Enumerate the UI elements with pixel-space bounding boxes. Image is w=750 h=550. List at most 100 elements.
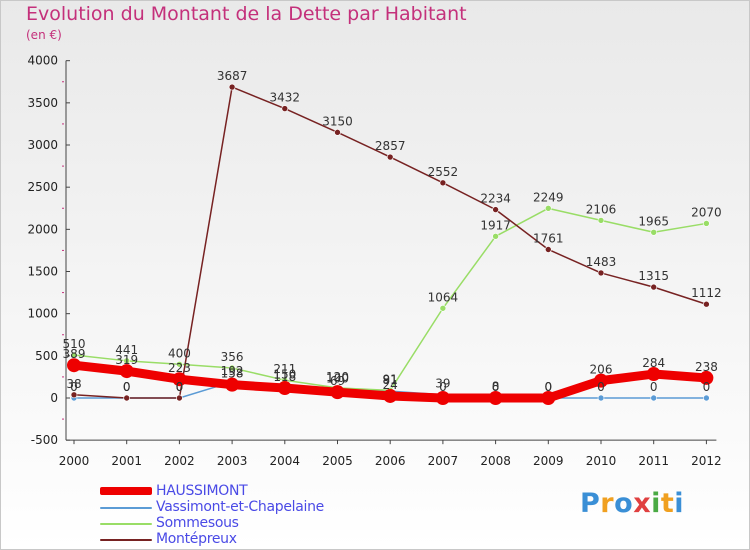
data-point-montepreux [70,391,78,399]
data-label-haussimont: 118 [273,370,296,384]
data-point-sommesous [70,351,78,359]
data-label-montepreux: 2552 [428,165,459,179]
data-point-haussimont [488,391,503,405]
data-label-montepreux: 38 [66,377,81,391]
data-point-vassimont [650,394,658,402]
chart-title: Evolution du Montant de la Dette par Hab… [26,3,467,25]
data-point-montepreux [492,206,499,213]
y-tick-label: 500 [35,349,58,363]
y-tick-label: 1500 [27,265,58,279]
x-tick-label: 2002 [164,454,195,468]
legend-label-haussimont: HAUSSIMONT [156,483,248,499]
data-label-montepreux: 0 [176,380,184,394]
logo-letter: x [633,488,652,519]
data-point-montepreux [703,300,710,308]
data-label-montepreux: 2857 [375,139,406,153]
data-label-montepreux: 1483 [586,255,617,269]
legend-swatch-sommesous [100,523,152,525]
data-point-haussimont [541,391,556,405]
data-point-montepreux [597,269,605,277]
data-label-montepreux: 3687 [217,69,248,83]
data-label-vassimont: 0 [597,380,605,394]
y-tick-label: 2000 [27,222,58,236]
data-point-haussimont [699,370,714,385]
data-point-montepreux [650,283,658,291]
data-label-haussimont: 0 [439,380,447,394]
x-tick-label: 2008 [480,454,511,468]
data-point-haussimont [330,385,345,400]
data-label-montepreux: 1112 [691,286,722,300]
x-tick-label: 2011 [638,454,669,468]
data-label-sommesous: 1965 [638,214,669,228]
logo-letter: P [580,488,601,519]
data-label-montepreux: 1761 [533,231,564,245]
data-label-vassimont: 0 [123,380,131,394]
legend-swatch-haussimont [100,487,152,495]
data-point-haussimont [383,388,398,403]
data-label-sommesous: 120 [326,370,349,384]
data-point-haussimont [594,373,608,388]
data-label-vassimont: 150 [273,367,296,381]
data-point-sommesous [123,357,130,365]
data-point-haussimont [277,381,292,396]
data-point-sommesous [176,360,183,368]
data-label-sommesous: 1917 [480,218,511,232]
y-tick-label: -500 [31,433,58,447]
legend-item-sommesous: Sommesous [100,515,340,532]
y-tick-label: 0 [50,391,58,405]
x-tick-label: 2012 [691,454,722,468]
data-point-sommesous [703,220,710,227]
data-label-vassimont: 0 [544,380,552,394]
x-tick-label: 2007 [428,454,459,468]
data-point-montepreux [123,394,130,402]
data-label-vassimont: 8 [492,379,500,393]
y-tick-label: 1000 [27,307,58,321]
x-tick-label: 2003 [217,454,248,468]
data-point-montepreux [281,105,289,112]
data-point-sommesous [228,364,236,372]
data-point-haussimont [435,391,450,405]
data-label-sommesous: 211 [273,362,296,376]
x-tick-label: 2000 [59,454,90,468]
data-point-montepreux [334,129,341,136]
data-label-haussimont: 24 [383,378,398,392]
data-point-sommesous [439,304,447,312]
legend-item-vassimont: Vassimont-et-Chapelaine [100,499,340,516]
data-point-haussimont [225,377,240,392]
legend-item-haussimont: HAUSSIMONT [100,483,340,500]
proxiti-logo: Proxiti [580,488,684,519]
data-label-montepreux: 0 [123,380,131,394]
points-layer [67,83,714,405]
y-tick-label: 2500 [27,180,58,194]
logo-letter: r [600,488,615,519]
data-point-montepreux [386,153,394,161]
axes-group: -500050010001500200025003000350040002000… [27,54,721,468]
data-label-haussimont: 206 [590,363,613,377]
data-point-sommesous [492,233,499,240]
data-point-vassimont [597,394,605,402]
data-label-montepreux: 2234 [480,192,511,206]
data-label-haussimont: 158 [221,367,244,381]
data-label-sommesous: 2070 [691,205,722,219]
data-label-sommesous: 2249 [533,190,564,204]
data-label-vassimont: 0 [176,380,184,394]
data-label-vassimont: 0 [70,380,78,394]
x-tick-label: 2010 [586,454,617,468]
data-point-haussimont [172,372,187,387]
data-point-montepreux [544,246,552,253]
data-label-vassimont: 0 [650,380,658,394]
logo-letter: i [674,488,685,519]
y-tick-label: 3500 [27,96,58,110]
x-tick-label: 2004 [270,454,301,468]
x-tick-label: 2005 [322,454,353,468]
legend-item-montepreux: Montépreux [100,531,340,548]
data-label-sommesous: 2106 [586,202,617,216]
x-tick-label: 2001 [111,454,142,468]
legend-label-vassimont: Vassimont-et-Chapelaine [156,499,324,515]
legend: HAUSSIMONT Vassimont-et-Chapelaine Somme… [100,483,340,548]
legend-swatch-vassimont [100,507,152,509]
data-label-haussimont: 0 [492,380,500,394]
data-label-haussimont: 0 [544,380,552,394]
